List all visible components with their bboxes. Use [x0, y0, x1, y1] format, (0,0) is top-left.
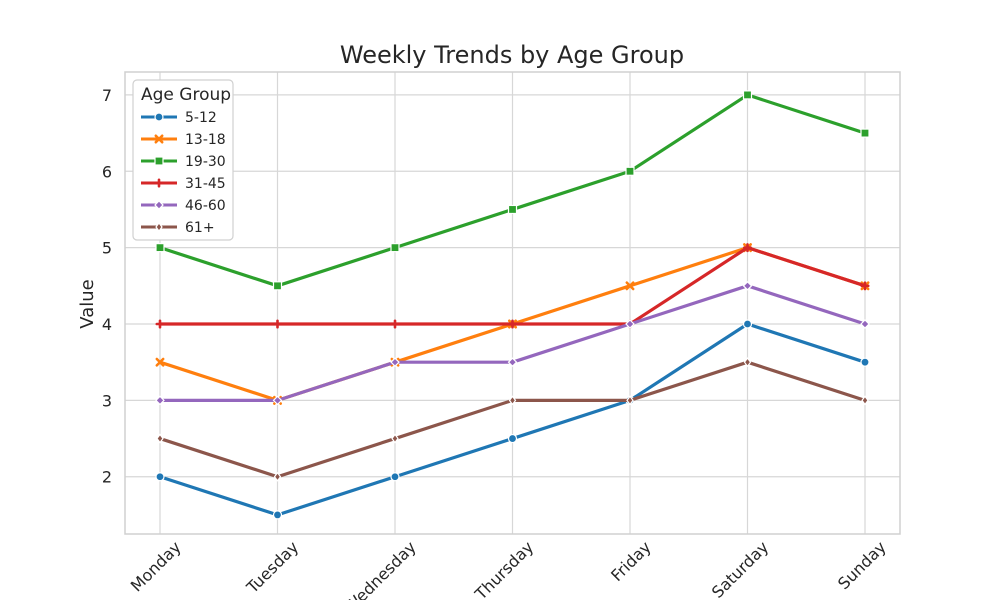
data-point-5-12-tuesday — [272, 510, 283, 520]
data-point-46-60-tuesday — [272, 395, 283, 406]
y-tick-label-5: 5 — [102, 239, 112, 258]
data-point-5-12-wednesday — [390, 472, 400, 482]
data-point-61plus-sunday — [861, 395, 869, 406]
data-point-46-60-sunday — [860, 319, 870, 329]
data-point-61plus-thursday — [508, 395, 517, 406]
legend-marker-61plus — [155, 222, 163, 232]
data-point-61plus-monday — [156, 433, 164, 444]
data-point-31-45-tuesday — [273, 319, 282, 329]
legend-item-31-45: 31-45 — [141, 176, 226, 192]
data-point-19-30-monday — [155, 243, 165, 253]
data-point-46-60-friday — [625, 319, 635, 329]
legend-item-19-30: 19-30 — [141, 154, 226, 170]
data-point-19-30-tuesday — [272, 281, 283, 291]
y-tick-label-3: 3 — [102, 391, 112, 410]
legend-marker-31-45 — [154, 178, 164, 188]
data-point-19-30-thursday — [507, 204, 518, 215]
legend-label-5-12: 5-12 — [185, 110, 217, 126]
data-point-46-60-wednesday — [390, 357, 400, 368]
data-point-61plus-wednesday — [391, 433, 399, 444]
legend-label-31-45: 31-45 — [185, 176, 226, 192]
x-tick-label-friday: Friday — [607, 537, 655, 585]
legend-item-5-12: 5-12 — [141, 110, 217, 126]
legend-marker-19-30 — [154, 156, 164, 166]
data-point-46-60-saturday — [742, 280, 753, 291]
data-point-19-30-sunday — [860, 128, 870, 138]
data-point-31-45-monday — [155, 319, 165, 329]
x-tick-label-wednesday: Wednesday — [341, 537, 420, 600]
y-tick-label-7: 7 — [102, 86, 112, 105]
data-point-5-12-sunday — [860, 357, 870, 367]
chart-title: Weekly Trends by Age Group — [340, 41, 684, 69]
legend-item-13-18: 13-18 — [141, 132, 226, 148]
data-point-19-30-wednesday — [390, 243, 400, 253]
data-point-46-60-monday — [155, 395, 165, 406]
y-axis-label: Value — [77, 279, 98, 328]
data-point-61plus-tuesday — [273, 471, 282, 482]
data-point-31-45-sunday — [860, 281, 870, 291]
data-point-5-12-monday — [155, 472, 165, 482]
data-point-13-18-monday — [155, 357, 165, 367]
legend-marker-46-60 — [154, 200, 164, 210]
legend-item-46-60: 46-60 — [141, 198, 226, 214]
data-point-61plus-friday — [626, 395, 634, 406]
data-point-5-12-thursday — [507, 433, 518, 444]
x-tick-label-tuesday: Tuesday — [242, 537, 302, 597]
data-point-13-18-friday — [625, 281, 635, 291]
legend-marker-5-12 — [154, 112, 164, 122]
x-tick-label-monday: Monday — [127, 537, 185, 595]
x-tick-label-sunday: Sunday — [834, 537, 890, 593]
data-point-31-45-wednesday — [390, 319, 400, 329]
plot-frame — [124, 71, 901, 535]
legend-label-19-30: 19-30 — [185, 154, 226, 170]
data-point-19-30-saturday — [742, 90, 753, 100]
data-point-5-12-saturday — [742, 319, 753, 329]
legend-label-61plus: 61+ — [185, 220, 215, 236]
data-point-19-30-friday — [625, 166, 635, 176]
data-point-31-45-thursday — [508, 319, 517, 329]
y-tick-label-6: 6 — [102, 162, 112, 181]
x-tick-label-saturday: Saturday — [708, 537, 772, 600]
legend-item-61plus: 61+ — [141, 220, 215, 236]
data-point-31-45-saturday — [743, 243, 752, 253]
legend-title: Age Group — [141, 85, 231, 105]
legend-label-13-18: 13-18 — [185, 132, 226, 148]
x-tick-label-thursday: Thursday — [471, 537, 538, 600]
y-tick-label-4: 4 — [102, 315, 112, 334]
legend-marker-13-18 — [154, 134, 164, 144]
legend-label-46-60: 46-60 — [185, 198, 226, 214]
data-point-61plus-saturday — [743, 357, 752, 368]
series-46-60 — [155, 280, 870, 406]
series-61plus — [156, 357, 869, 482]
data-point-46-60-thursday — [507, 357, 518, 368]
series-19-30 — [155, 90, 870, 291]
y-tick-label-2: 2 — [102, 468, 112, 487]
